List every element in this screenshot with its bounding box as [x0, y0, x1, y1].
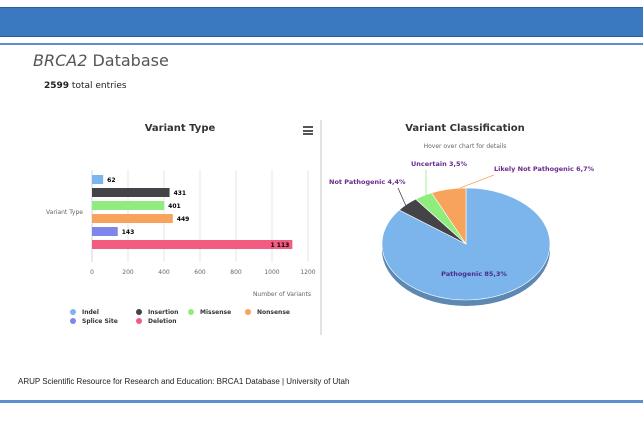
- bar-deletion[interactable]: [92, 240, 293, 249]
- gene-name: BRCA2: [33, 51, 88, 70]
- total-count: 2599: [44, 81, 70, 91]
- pie-slice-likely-not-pathogenic[interactable]: [431, 187, 467, 245]
- bar-indel[interactable]: [92, 175, 104, 184]
- bar-value-label: 431: [174, 190, 187, 197]
- chart-menu-icon[interactable]: [303, 126, 313, 135]
- pie-label-uncertain: Uncertain 3,5%: [411, 160, 467, 168]
- legend-marker: [70, 318, 76, 324]
- legend-marker: [136, 318, 142, 324]
- pie-label-pathogenic: Pathogenic 85,3%: [441, 270, 507, 278]
- legend-item-indel[interactable]: Indel: [70, 309, 99, 316]
- x-tick-label: 600: [194, 269, 206, 276]
- pie-connector-line: [459, 174, 495, 189]
- legend-marker: [70, 309, 76, 315]
- legend-label: Nonsense: [257, 309, 290, 316]
- bar-insertion[interactable]: [92, 188, 170, 197]
- bar-missense[interactable]: [92, 201, 165, 210]
- bar-value-label: 401: [168, 203, 181, 210]
- total-label: total entries: [69, 81, 127, 91]
- x-axis-title: Number of Variants: [253, 291, 311, 298]
- bar-value-label: 143: [122, 229, 135, 236]
- legend-marker: [136, 309, 142, 315]
- x-tick-label: 800: [230, 269, 242, 276]
- pie-label-not-pathogenic: Not Pathogenic 4,4%: [329, 178, 406, 186]
- pie-label-likely-not-pathogenic: Likely Not Pathogenic 6,7%: [494, 165, 595, 173]
- pie-connector-line: [397, 187, 407, 207]
- x-tick-label: 0: [90, 269, 94, 276]
- legend-label: Deletion: [148, 318, 177, 325]
- footer-text: ARUP Scientific Resource for Research an…: [18, 377, 350, 386]
- legend-item-insertion[interactable]: Insertion: [136, 309, 178, 316]
- top-banner: [0, 7, 643, 37]
- pie-chart-title: Variant Classification: [405, 123, 525, 134]
- legend-item-deletion[interactable]: Deletion: [136, 318, 177, 325]
- header-divider: [0, 43, 643, 45]
- bar-value-label: 449: [177, 216, 190, 223]
- x-tick-label: 200: [122, 269, 134, 276]
- bar-nonsense[interactable]: [92, 214, 173, 223]
- legend-marker: [188, 309, 194, 315]
- footer-divider: [0, 400, 643, 403]
- x-tick-label: 400: [158, 269, 170, 276]
- legend-item-missense[interactable]: Missense: [188, 309, 231, 316]
- pie-chart-subtitle: Hover over chart for details: [423, 143, 507, 150]
- bar-value-label: 62: [107, 177, 115, 184]
- legend-label: Indel: [82, 309, 99, 316]
- legend-item-nonsense[interactable]: Nonsense: [245, 309, 290, 316]
- legend-label: Missense: [200, 309, 232, 316]
- x-tick-label: 1200: [300, 269, 315, 276]
- panel-divider: [320, 120, 322, 335]
- legend-item-splice-site[interactable]: Splice Site: [70, 318, 118, 325]
- total-entries: 2599 total entries: [44, 81, 127, 91]
- page-title-rest: Database: [87, 51, 169, 70]
- y-axis-category-label: Variant Type: [46, 209, 83, 216]
- legend-label: Splice Site: [82, 318, 118, 325]
- bar-splice-site[interactable]: [92, 227, 118, 236]
- legend-marker: [245, 309, 251, 315]
- x-tick-label: 1000: [264, 269, 279, 276]
- bar-value-label: 1 113: [271, 242, 290, 249]
- bar-chart-title: Variant Type: [144, 123, 216, 134]
- legend-label: Insertion: [148, 309, 179, 316]
- page-title: BRCA2 Database: [33, 51, 169, 70]
